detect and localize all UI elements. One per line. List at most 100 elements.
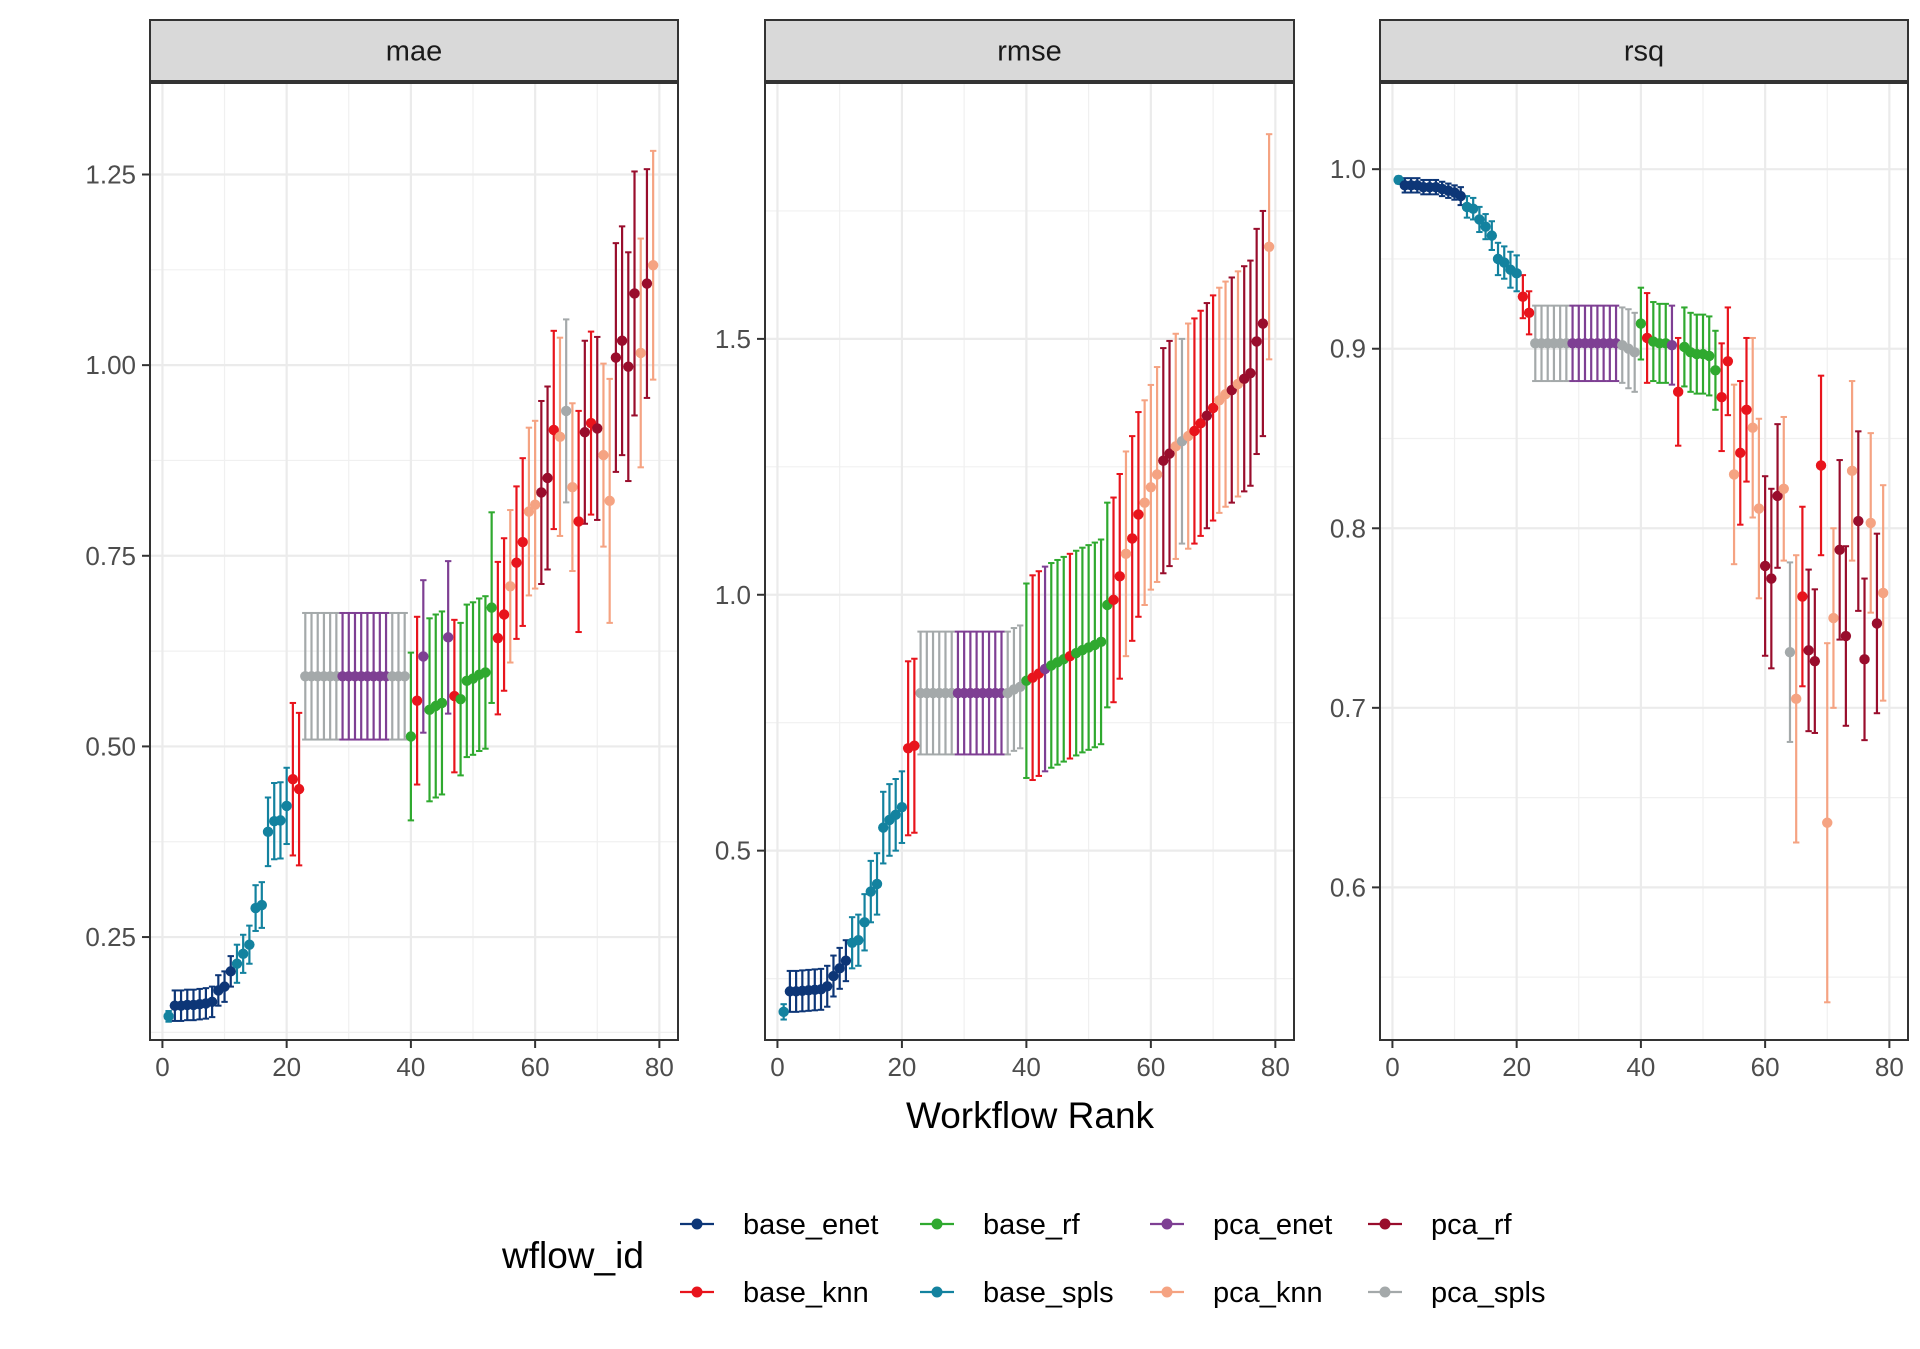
data-point [1766,573,1777,584]
data-point [822,981,833,992]
data-point [1803,645,1814,656]
panel-border [149,82,679,1041]
x-tick-label: 40 [1012,1052,1041,1082]
data-point [480,667,491,678]
facet-strip-label: rmse [997,36,1061,68]
y-tick-label: 1.5 [715,324,751,354]
data-point [1877,587,1889,599]
facet-strip [764,19,1295,82]
legend-key-point [1379,1286,1391,1298]
data-point [1195,418,1206,429]
data-point [411,695,423,706]
data-point [225,966,236,977]
data-point [1790,693,1802,705]
data-point [536,487,547,498]
legend-label: pca_spls [1431,1277,1545,1309]
data-point [616,335,628,346]
data-point [1778,483,1789,494]
data-point [206,996,218,1008]
data-point [1189,425,1200,437]
legend-key-point [1379,1218,1391,1230]
data-point [275,815,286,826]
data-point [1263,241,1275,252]
legend-item-pca-knn: pca_knn [1150,1277,1323,1309]
legend: base_enet base_rf pca_enet pca_rf base_knn ba… [680,1209,1545,1309]
legend-item-base-spls: base_spls [920,1277,1114,1309]
data-point [853,935,864,946]
legend-key-point [931,1286,943,1298]
data-point [492,632,504,644]
y-tick-label: 0.6 [1330,872,1366,902]
data-point [1201,410,1213,421]
data-point [1865,517,1876,529]
data-point [834,963,845,974]
data-point [890,809,901,821]
legend-item-pca-enet: pca_enet [1150,1209,1332,1241]
legend-item-base-rf: base_rf [920,1209,1081,1241]
data-point [909,740,920,751]
data-point [641,278,653,289]
data-point [1871,618,1883,629]
facet-panel-mae: mae 0.25 0.50 0.75 1.00 1.25 0 20 40 60 80 [85,19,679,1082]
data-point [262,826,274,838]
data-point [1840,630,1852,642]
x-tick-label: 0 [770,1052,784,1082]
data-point [1467,203,1479,214]
data-point [542,472,553,484]
legend-item-pca-spls: pca_spls [1368,1277,1545,1309]
legend-label: base_enet [743,1209,878,1241]
data-point [256,899,268,911]
data-point [604,495,615,507]
y-tick-label: 0.5 [715,836,751,866]
data-point [629,288,640,299]
data-point [1114,571,1125,582]
data-point [231,958,243,969]
data-point [418,651,429,662]
x-tick-label: 80 [1875,1052,1904,1082]
data-point [1095,636,1107,648]
x-tick-label: 60 [1136,1052,1165,1082]
data-point [623,361,634,372]
data-point [1486,230,1498,241]
panel-border [1379,82,1909,1041]
data-point [1245,367,1256,379]
data-point [610,352,622,363]
data-point [1629,347,1640,358]
data-point [1126,533,1138,544]
y-tick-label: 0.7 [1330,693,1366,723]
data-point [1164,448,1175,459]
facet-strip [149,19,679,82]
data-point [567,481,578,493]
data-point [878,822,889,833]
x-tick-label: 20 [1502,1052,1531,1082]
y-tick-label: 0.9 [1330,334,1366,364]
data-point [1759,560,1771,572]
data-point [1710,365,1721,376]
data-point [859,917,870,928]
data-point [1822,817,1833,828]
plot-background [150,83,678,1040]
data-point [548,424,559,436]
data-point [237,948,249,960]
data-point [647,260,659,271]
data-point [1257,318,1269,329]
data-point [896,801,908,813]
data-point [1207,402,1219,414]
legend-item-base-knn: base_knn [680,1277,869,1309]
data-point [1139,497,1150,508]
data-point [517,536,528,548]
facet-panel-rsq: rsq 0.6 0.7 0.8 0.9 1.0 0 20 40 60 80 [1330,19,1909,1082]
data-point [1480,221,1491,232]
data-point [442,632,454,643]
data-point [455,693,466,705]
x-tick-label: 20 [887,1052,916,1082]
legend-label: pca_enet [1213,1209,1332,1241]
facet-panel-rmse: rmse 0.5 1.0 1.5 0 20 40 60 80 [715,19,1295,1082]
data-point [635,347,646,359]
data-point [1741,404,1752,415]
legend-title: wflow_id [501,1235,644,1276]
data-point [486,602,497,613]
x-tick-label: 0 [155,1052,169,1082]
